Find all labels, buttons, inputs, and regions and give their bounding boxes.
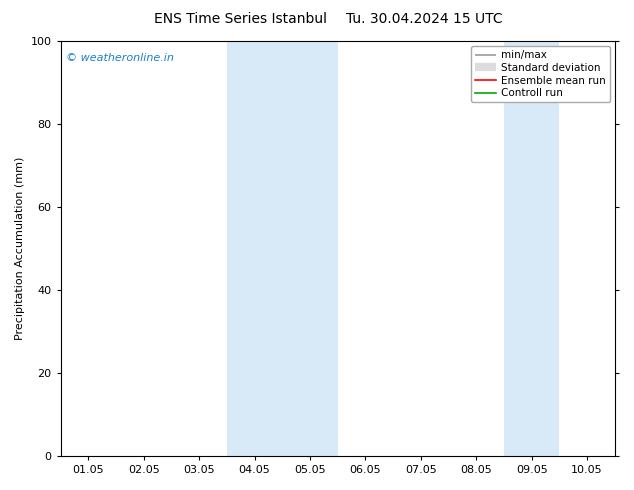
- Text: Tu. 30.04.2024 15 UTC: Tu. 30.04.2024 15 UTC: [346, 12, 503, 26]
- Bar: [227, 41, 282, 456]
- Text: ENS Time Series Istanbul: ENS Time Series Istanbul: [155, 12, 327, 26]
- Legend: min/max, Standard deviation, Ensemble mean run, Controll run: min/max, Standard deviation, Ensemble me…: [470, 46, 610, 102]
- Bar: [504, 41, 559, 456]
- Text: © weatheronline.in: © weatheronline.in: [66, 53, 174, 64]
- Y-axis label: Precipitation Accumulation (mm): Precipitation Accumulation (mm): [15, 157, 25, 340]
- Bar: [282, 41, 338, 456]
